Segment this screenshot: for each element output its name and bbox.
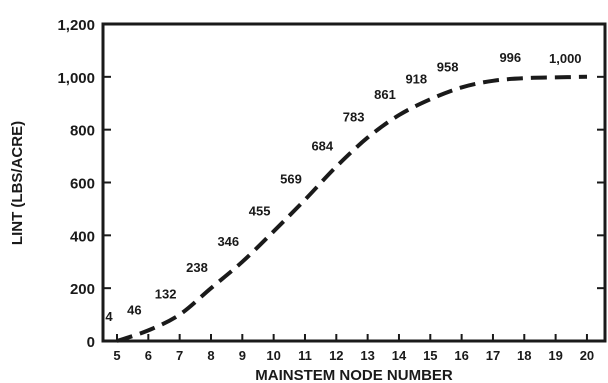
x-tick-label: 17: [486, 348, 500, 363]
plot-frame: [101, 22, 607, 343]
data-label: 958: [437, 59, 459, 74]
data-labels: 4 46 132 238 346 455 569 684 783 861 918 958 996 1,00…: [105, 50, 581, 324]
data-label: 346: [217, 234, 239, 249]
y-tick-label: 400: [70, 228, 95, 245]
x-tick-label: 14: [392, 348, 407, 363]
x-tick-label: 15: [423, 348, 437, 363]
data-label: 4: [105, 309, 113, 324]
y-tick-label: 800: [70, 123, 95, 140]
data-label: 132: [155, 287, 177, 302]
y-tick-label: 600: [70, 176, 95, 193]
x-tick-label: 12: [329, 348, 343, 363]
data-label: 455: [249, 203, 271, 218]
x-tick-label: 9: [239, 348, 246, 363]
x-tick-label: 8: [207, 348, 214, 363]
y-axis: 0 200 400 600 800 1,000 1,200: [57, 17, 605, 351]
x-tick-label: 6: [145, 348, 152, 363]
data-label: 46: [127, 302, 141, 317]
x-tick-label: 18: [517, 348, 531, 363]
x-axis-title: MAINSTEM NODE NUMBER: [255, 367, 453, 383]
data-label: 783: [343, 110, 365, 125]
x-tick-label: 10: [266, 348, 280, 363]
x-tick-label: 20: [580, 348, 594, 363]
y-axis-title: LINT (LBS/ACRE): [9, 121, 26, 245]
data-label: 1,000: [549, 51, 582, 66]
x-tick-label: 11: [298, 348, 312, 363]
data-label: 238: [186, 260, 208, 275]
data-label: 918: [405, 71, 427, 86]
data-label: 861: [374, 87, 396, 102]
x-tick-label: 19: [548, 348, 562, 363]
data-label: 996: [499, 50, 521, 65]
data-label: 569: [280, 172, 302, 187]
x-tick-label: 13: [360, 348, 374, 363]
data-label: 684: [311, 139, 333, 154]
y-tick-label: 200: [70, 281, 95, 298]
y-tick-label: 1,000: [57, 70, 95, 87]
series-line: [116, 74, 588, 343]
x-axis: 5 6 7 8 9 10 11 12 13 14 15 16 17 18 19 20: [113, 334, 594, 363]
x-tick-label: 16: [454, 348, 468, 363]
x-tick-label: 5: [113, 348, 120, 363]
y-tick-label: 0: [87, 334, 95, 351]
x-tick-label: 7: [176, 348, 183, 363]
y-tick-label: 1,200: [57, 17, 95, 34]
